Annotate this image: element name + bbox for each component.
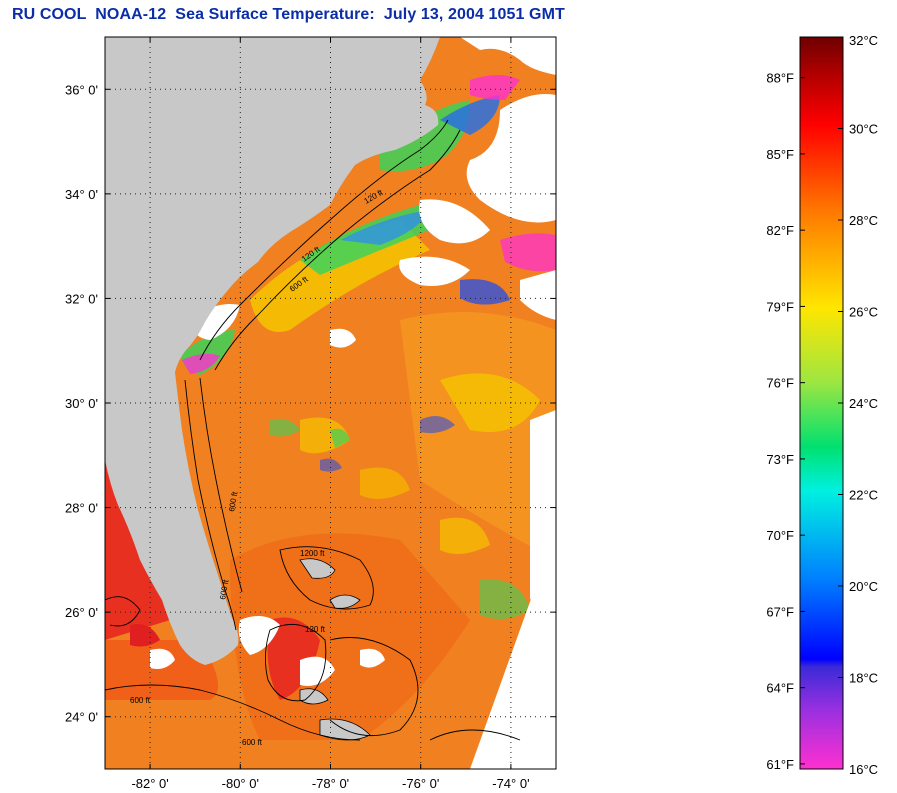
celsius-labels: 32°C 30°C 28°C 26°C 24°C 22°C 20°C 18°C … — [849, 33, 878, 777]
bathymetry-contours — [105, 119, 521, 741]
latitude-labels: 36° 0' 34° 0' 32° 0' 30° 0' 28° 0' 26° 0… — [65, 82, 98, 724]
lat-tick-label: 28° 0' — [65, 501, 98, 516]
fahrenheit-label: 76°F — [766, 376, 794, 391]
lon-tick-label: -82° 0' — [131, 776, 168, 791]
graticule — [105, 37, 556, 769]
fahrenheit-label: 67°F — [766, 604, 794, 619]
colorbar: 32°C 30°C 28°C 26°C 24°C 22°C 20°C 18°C … — [766, 33, 878, 777]
celsius-label: 28°C — [849, 213, 878, 228]
sst-map: 120 ft 600 ft 120 ft 600 ft 600 ft 1200 … — [105, 37, 556, 769]
fahrenheit-labels: 88°F 85°F 82°F 79°F 76°F 73°F 70°F 67°F … — [766, 71, 794, 772]
lon-tick-label: -76° 0' — [402, 776, 439, 791]
lon-tick-label: -74° 0' — [492, 776, 529, 791]
lat-tick-label: 30° 0' — [65, 396, 98, 411]
celsius-label: 16°C — [849, 762, 878, 777]
fahrenheit-label: 85°F — [766, 147, 794, 162]
celsius-label: 30°C — [849, 122, 878, 137]
contour-label: 600 ft — [218, 578, 230, 600]
fahrenheit-label: 64°F — [766, 681, 794, 696]
fahrenheit-label: 73°F — [766, 452, 794, 467]
contour-label: 600 ft — [242, 738, 263, 747]
celsius-label: 20°C — [849, 579, 878, 594]
fahrenheit-label: 79°F — [766, 299, 794, 314]
colorbar-celsius-ticks — [838, 36, 843, 770]
celsius-label: 18°C — [849, 671, 878, 686]
sst-patches — [105, 75, 556, 740]
celsius-label: 22°C — [849, 488, 878, 503]
contour-label: 600 ft — [130, 696, 151, 705]
lon-tick-label: -80° 0' — [222, 776, 259, 791]
cloud-areas — [150, 37, 556, 769]
colorbar-fahrenheit-ticks — [800, 77, 805, 765]
celsius-label: 24°C — [849, 396, 878, 411]
longitude-labels: -82° 0' -80° 0' -78° 0' -76° 0' -74° 0' — [131, 776, 529, 791]
colorbar-gradient — [799, 36, 844, 770]
fahrenheit-label: 61°F — [766, 757, 794, 772]
fahrenheit-label: 70°F — [766, 528, 794, 543]
axis-ticks — [105, 37, 556, 769]
contour-label: 600 ft — [227, 490, 239, 512]
lat-tick-label: 24° 0' — [65, 710, 98, 725]
lat-tick-label: 34° 0' — [65, 187, 98, 202]
lon-tick-label: -78° 0' — [312, 776, 349, 791]
fahrenheit-label: 82°F — [766, 223, 794, 238]
celsius-label: 32°C — [849, 33, 878, 48]
map-title: RU COOL NOAA-12 Sea Surface Temperature:… — [12, 6, 565, 23]
lat-tick-label: 36° 0' — [65, 82, 98, 97]
celsius-label: 26°C — [849, 305, 878, 320]
lat-tick-label: 32° 0' — [65, 291, 98, 306]
land-mass — [105, 37, 440, 665]
fahrenheit-label: 88°F — [766, 71, 794, 86]
islands — [299, 558, 371, 741]
lat-tick-label: 26° 0' — [65, 605, 98, 620]
contour-label: 1200 ft — [300, 549, 325, 558]
contour-label: 120 ft — [305, 625, 326, 634]
